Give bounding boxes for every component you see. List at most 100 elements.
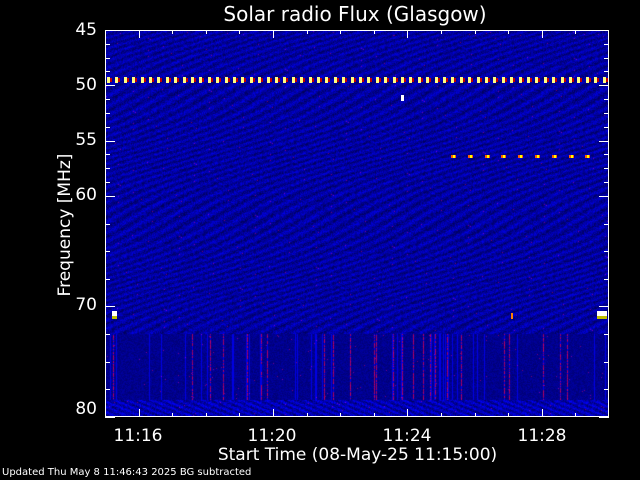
interference-mark-49.5mhz <box>435 77 438 83</box>
interference-mark-49.5mhz <box>199 77 202 83</box>
tick-mark <box>206 413 207 417</box>
interference-mark-49.5mhz <box>367 77 370 83</box>
burst-mark <box>597 311 607 317</box>
interference-mark-49.5mhz <box>283 77 286 83</box>
tick-mark <box>139 409 140 417</box>
tick-mark <box>105 85 115 86</box>
interference-mark-49.5mhz <box>393 77 396 83</box>
interference-mark-49.5mhz <box>421 78 423 82</box>
interference-mark-49.5mhz <box>312 78 314 82</box>
tick-mark <box>604 99 609 100</box>
tick-mark <box>105 251 110 252</box>
interference-mark-49.5mhz <box>401 77 404 83</box>
tick-mark <box>604 127 609 128</box>
interference-mark-49.5mhz <box>569 77 572 83</box>
x-tick-label: 11:16 <box>113 426 163 446</box>
interference-mark-49.5mhz <box>334 77 337 83</box>
tick-mark <box>599 306 609 307</box>
tick-mark <box>105 113 110 114</box>
interference-mark-49.5mhz <box>241 77 244 83</box>
tick-mark <box>407 409 408 417</box>
tick-mark <box>105 306 115 307</box>
interference-mark-49.5mhz <box>292 77 295 83</box>
interference-mark-49.5mhz <box>186 78 188 82</box>
interference-mark-49.5mhz <box>110 78 112 82</box>
interference-mark-49.5mhz <box>118 78 120 82</box>
interference-mark-49.5mhz <box>493 77 496 83</box>
interference-mark-49.5mhz <box>454 78 456 82</box>
tick-mark <box>105 417 115 418</box>
interference-mark-56.5mhz <box>587 155 589 158</box>
interference-mark-49.5mhz <box>606 78 608 82</box>
tick-mark <box>604 224 609 225</box>
interference-mark-49.5mhz <box>275 77 278 83</box>
interference-mark-49.5mhz <box>160 78 162 82</box>
tick-mark <box>105 224 110 225</box>
interference-mark-49.5mhz <box>555 78 557 82</box>
interference-mark-49.5mhz <box>211 78 213 82</box>
tick-mark <box>599 85 609 86</box>
burst-mark <box>597 316 607 319</box>
interference-mark-49.5mhz <box>325 77 328 83</box>
tick-mark <box>604 334 609 335</box>
interference-mark-49.5mhz <box>233 77 236 83</box>
tick-mark <box>604 182 609 183</box>
x-tick-label: 11:20 <box>247 426 297 446</box>
interference-mark-49.5mhz <box>379 78 381 82</box>
interference-mark-49.5mhz <box>183 77 186 83</box>
y-tick-label: 70 <box>75 295 97 315</box>
interference-mark-49.5mhz <box>300 77 303 83</box>
y-tick-label: 80 <box>75 399 97 419</box>
interference-mark-49.5mhz <box>547 78 549 82</box>
interference-mark-49.5mhz <box>597 78 599 82</box>
interference-mark-49.5mhz <box>278 78 280 82</box>
tick-mark <box>105 99 110 100</box>
interference-mark-49.5mhz <box>496 78 498 82</box>
interference-mark-49.5mhz <box>169 78 171 82</box>
interference-mark-49.5mhz <box>303 78 305 82</box>
interference-mark-49.5mhz <box>191 77 194 83</box>
x-axis-title: Start Time (08-May-25 11:15:00) <box>217 445 498 465</box>
tick-mark <box>604 58 609 59</box>
tick-mark <box>105 154 110 155</box>
interference-mark-49.5mhz <box>488 78 490 82</box>
interference-mark-49.5mhz <box>149 77 152 83</box>
interference-mark-49.5mhz <box>309 77 312 83</box>
tick-mark <box>105 182 110 183</box>
interference-mark-49.5mhz <box>157 77 160 83</box>
interference-mark-49.5mhz <box>485 77 488 83</box>
tick-mark <box>105 30 115 31</box>
interference-mark-49.5mhz <box>409 77 412 83</box>
interference-mark-49.5mhz <box>208 77 211 83</box>
interference-mark-49.5mhz <box>342 77 345 83</box>
interference-mark-49.5mhz <box>295 78 297 82</box>
interference-mark-49.5mhz <box>115 77 118 83</box>
tick-mark <box>599 417 609 418</box>
interference-mark-49.5mhz <box>412 78 414 82</box>
interference-mark-56.5mhz <box>503 155 505 158</box>
interference-mark-56.5mhz <box>453 155 455 158</box>
interference-mark-49.5mhz <box>328 78 330 82</box>
interference-mark-49.5mhz <box>267 77 270 83</box>
interference-mark-49.5mhz <box>586 77 589 83</box>
tick-mark <box>599 30 609 31</box>
interference-mark-49.5mhz <box>577 77 580 83</box>
tick-mark <box>105 362 110 363</box>
tick-mark <box>604 279 609 280</box>
interference-mark-49.5mhz <box>572 78 574 82</box>
tick-mark <box>105 168 110 169</box>
tick-mark <box>542 30 543 38</box>
interference-mark-49.5mhz <box>471 78 473 82</box>
interference-mark-49.5mhz <box>396 78 398 82</box>
interference-mark-49.5mhz <box>561 77 564 83</box>
interference-mark-49.5mhz <box>384 77 387 83</box>
interference-mark-49.5mhz <box>135 78 137 82</box>
y-tick-label: 50 <box>75 75 97 95</box>
tick-mark <box>239 30 240 34</box>
interference-mark-49.5mhz <box>594 77 597 83</box>
interference-mark-49.5mhz <box>589 78 591 82</box>
tick-mark <box>604 44 609 45</box>
x-tick-label: 11:28 <box>517 426 567 446</box>
interference-mark-49.5mhz <box>522 78 524 82</box>
interference-mark-49.5mhz <box>244 78 246 82</box>
